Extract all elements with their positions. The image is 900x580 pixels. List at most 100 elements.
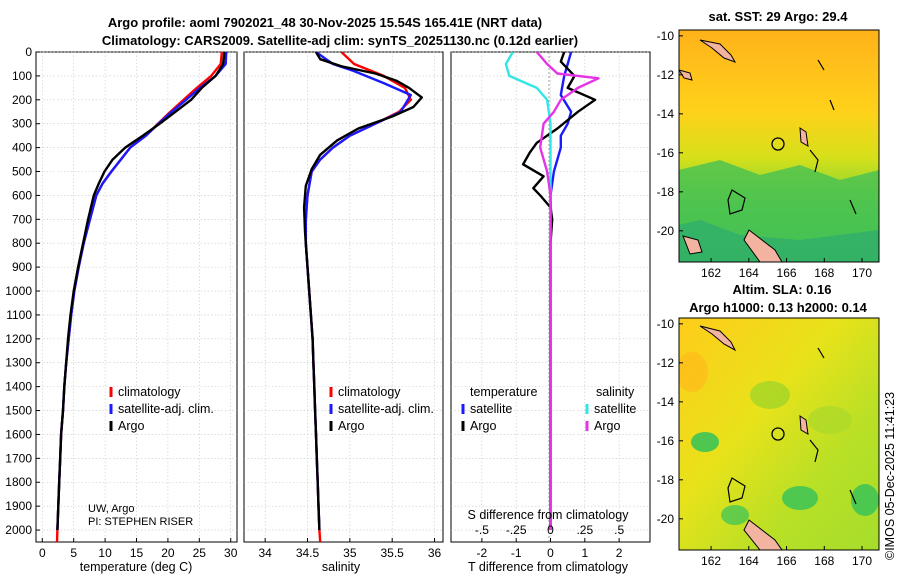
y-tick-label: 1300 [5,356,32,370]
temperature-panel: 0 5 10 15 20 25 30 0 100 200 300 400 500 600 700 800 90… [5,45,237,574]
series-line-climatology [304,52,412,542]
legend-title-temperature: temperature [470,385,537,399]
salinity-difference-tick-label: 0 [547,523,554,537]
y-tick-label: 0 [25,45,32,59]
x-tick-label: 35 [343,546,357,560]
map-x-tick-label: 162 [701,266,721,280]
island [799,415,809,435]
legend-label-sal-satellite: satellite [594,402,636,416]
map-x-tick-label: 170 [852,554,872,568]
series-line-argo [302,52,423,531]
sla-low [782,486,818,510]
map-y-tick-label: -10 [657,29,675,43]
y-tick-label: 1800 [5,475,32,489]
salinity-difference-label: S difference from climatology [468,508,630,522]
credit-org: UW, Argo [88,503,134,515]
difference-panel: -2 -1 0 1 2 -.5 -.25 0 .25 .5 S difference from … [450,51,651,574]
island [699,325,737,352]
map-y-tick-label: -14 [657,107,675,121]
x-tick-label: 34.5 [296,546,320,560]
x-tick-label: 10 [98,546,112,560]
y-tick-label: 1700 [5,451,32,465]
legend-label-satellite: satellite-adj. clim. [118,402,214,416]
legend-label-climatology: climatology [338,385,401,399]
legend-label-climatology: climatology [118,385,181,399]
difference-legend: temperature satellite Argo salinity sate… [461,385,636,433]
legend-label-temp-satellite: satellite [470,402,512,416]
map-x-tick-label: 164 [739,554,759,568]
map-x-tick-label: 166 [777,554,797,568]
sst-map-field [679,30,879,262]
x-tick-label: 1 [581,546,588,560]
sst-map-panel: sat. SST: 29 Argo: 29.4 162 164 166 168 170 … [657,9,880,280]
sla-map-title-1: Altim. SLA: 0.16 [733,282,832,297]
reef-outlines [727,59,857,215]
x-tick-label: 36 [428,546,442,560]
map-y-tick-label: -12 [657,356,675,370]
map-y-tick-label: -18 [657,185,675,199]
salinity-difference-tick-label: -.5 [475,523,489,537]
credit-pi: PI: STEPHEN RISER [88,516,193,528]
legend-title-salinity: salinity [596,385,635,399]
map-y-tick-label: -18 [657,473,675,487]
salinity-xlabel: salinity [322,560,361,574]
island [743,229,783,262]
y-tick-label: 1200 [5,332,32,346]
island [699,39,737,63]
x-tick-label: 15 [130,546,144,560]
map-y-tick-label: -20 [657,512,675,526]
sla-low [750,381,790,409]
x-tick-label: 2 [616,546,623,560]
y-tick-label: 500 [12,165,32,179]
legend-label-sal-argo: Argo [594,419,620,433]
legend-label-temp-argo: Argo [470,419,496,433]
y-tick-label: 1100 [6,308,32,322]
map-x-tick-label: 166 [777,266,797,280]
temperature-xlabel: temperature (deg C) [80,560,193,574]
salinity-difference-tick-label: -.25 [506,523,527,537]
temperature-legend: climatology satellite-adj. clim. Argo [109,385,214,433]
copyright-stamp: ©IMOS 05-Dec-2025 11:41:23 [883,392,897,560]
y-tick-label: 1400 [5,380,32,394]
island [743,519,783,550]
y-tick-label: 2000 [5,523,32,537]
x-tick-label: 34 [258,546,272,560]
salinity-difference-tick-label: .25 [576,523,593,537]
salinity-difference-tick-label: .5 [614,523,624,537]
sla-low [721,505,749,525]
map-y-tick-label: -20 [657,224,675,238]
sla-map-frame [678,317,880,551]
y-tick-label: 1000 [5,284,32,298]
y-tick-label: 300 [12,117,32,131]
y-tick-label: 800 [12,236,32,250]
y-tick-label: 1900 [5,499,32,513]
temperature-difference-xlabel: T difference from climatology [468,560,629,574]
x-tick-label: 25 [193,546,207,560]
x-tick-label: 35.5 [381,546,405,560]
x-tick-label: -2 [477,546,488,560]
y-tick-label: 600 [12,188,32,202]
y-tick-label: 1600 [5,427,32,441]
sla-low [851,484,879,516]
sla-map-panel: Altim. SLA: 0.16 Argo h1000: 0.13 h2000:… [657,282,880,568]
legend-label-argo: Argo [338,419,364,433]
series-line-climatology [55,52,224,542]
profile-location-marker [771,137,785,151]
x-tick-label: -1 [511,546,522,560]
map-y-tick-label: -16 [657,434,675,448]
sst-map-frame [678,29,880,263]
map-x-tick-label: 168 [814,266,834,280]
island [799,127,809,147]
x-tick-label: 30 [224,546,238,560]
y-tick-label: 900 [12,260,32,274]
legend-label-satellite: satellite-adj. clim. [338,402,434,416]
title-line-1: Argo profile: aoml 7902021_48 30-Nov-202… [108,15,542,30]
sst-cool-band-south [679,220,879,262]
island [682,235,703,255]
series-line-salinity-satellite [504,52,552,530]
salinity-axes-frame [243,51,444,543]
sla-map-title-2: Argo h1000: 0.13 h2000: 0.14 [689,300,868,315]
sla-map-field [679,318,879,550]
map-x-tick-label: 164 [739,266,759,280]
